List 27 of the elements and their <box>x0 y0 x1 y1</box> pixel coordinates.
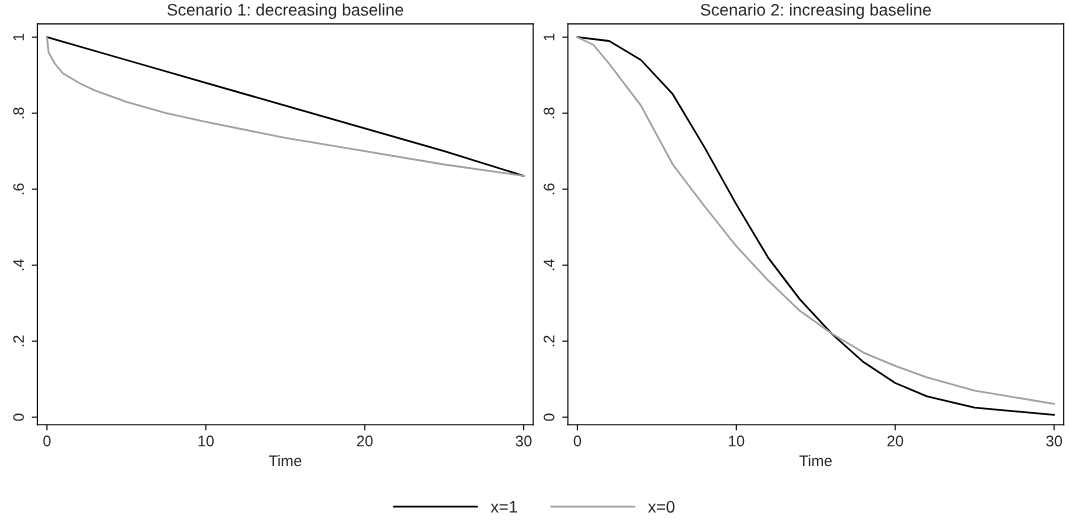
y-tick-label: .8 <box>13 107 24 119</box>
chart-title: Scenario 2: increasing baseline <box>700 3 931 20</box>
y-tick-label: 1 <box>13 33 24 41</box>
x-tick-label: 20 <box>357 435 373 447</box>
chart-title: Scenario 1: decreasing baseline <box>167 3 404 20</box>
y-tick-label: .6 <box>13 183 24 195</box>
y-tick-label: .2 <box>13 335 24 347</box>
x-tick-label: 0 <box>43 435 51 447</box>
legend-label: x=1 <box>490 501 518 513</box>
y-tick-label: 1 <box>543 33 555 41</box>
y-tick-label: 0 <box>13 413 24 421</box>
x-tick-label: 10 <box>728 435 745 447</box>
x-tick-label: 10 <box>198 435 214 447</box>
y-tick-label: .4 <box>543 259 555 271</box>
x-tick-label: 30 <box>1046 435 1063 447</box>
x-tick-label: 0 <box>573 435 582 447</box>
y-tick-label: .8 <box>543 107 555 119</box>
x-tick-label: 30 <box>515 435 532 447</box>
x-axis-title: Time <box>799 455 832 467</box>
legend-label: x=0 <box>648 500 675 513</box>
y-tick-label: .4 <box>13 259 24 271</box>
x-axis-title: Time <box>268 455 302 467</box>
x-tick-label: 20 <box>887 435 904 447</box>
y-tick-label: .6 <box>543 183 555 195</box>
line-series <box>46 36 525 177</box>
y-tick-label: .2 <box>543 335 555 347</box>
y-tick-label: 0 <box>543 413 555 421</box>
